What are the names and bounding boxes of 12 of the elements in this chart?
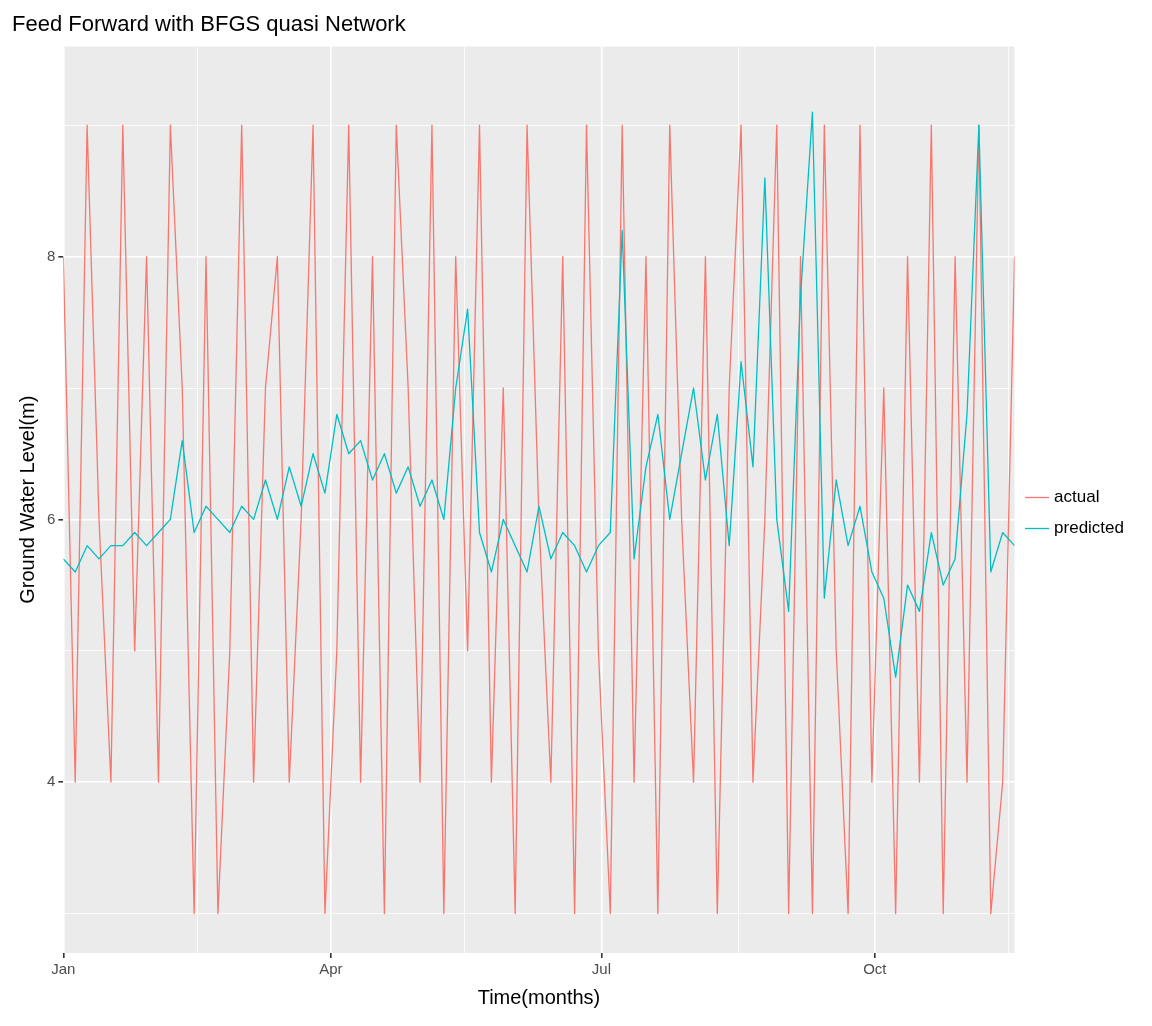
y-tick-label: 8 (47, 246, 56, 264)
x-tick-label: Oct (863, 960, 888, 978)
y-tick-label: 4 (47, 772, 56, 790)
y-tick-label: 6 (47, 509, 56, 527)
x-tick-label: Jan (51, 960, 76, 978)
legend-label: predicted (1054, 518, 1124, 538)
x-tick-label: Jul (591, 960, 611, 978)
chart-title: Feed Forward with BFGS quasi Network (12, 11, 407, 37)
x-axis-title: Time(months) (477, 985, 601, 1008)
legend-label: actual (1054, 487, 1100, 507)
x-tick-label: Apr (319, 960, 343, 978)
y-axis-title: Ground Water Level(m) (15, 395, 38, 604)
